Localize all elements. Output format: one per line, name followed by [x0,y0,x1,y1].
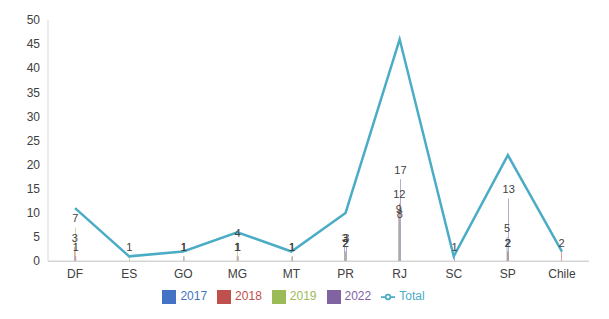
svg-text:0: 0 [33,254,40,268]
svg-text:SC: SC [445,267,462,281]
svg-text:PR: PR [337,267,354,281]
svg-text:1: 1 [126,241,132,253]
svg-text:7: 7 [72,212,78,224]
svg-text:5: 5 [33,230,40,244]
svg-text:13: 13 [503,183,515,195]
svg-text:2: 2 [505,237,511,249]
svg-text:35: 35 [27,86,41,100]
svg-text:25: 25 [27,134,41,148]
svg-text:50: 50 [27,13,41,27]
svg-text:1: 1 [451,241,457,253]
svg-text:MG: MG [228,267,247,281]
html-text:2017: 2017 [180,289,208,304]
svg-text:17: 17 [394,164,406,176]
html-text:Total: Total [399,289,425,304]
html-text:2018: 2018 [235,289,262,304]
svg-text:ES: ES [121,267,137,281]
svg-text:4: 4 [235,227,241,239]
svg-text:GO: GO [174,267,193,281]
svg-text:15: 15 [27,182,41,196]
svg-text:30: 30 [27,110,41,124]
svg-text:1: 1 [180,241,186,253]
svg-text:Chile: Chile [548,267,576,281]
svg-text:1: 1 [289,241,295,253]
svg-text:3: 3 [343,232,349,244]
svg-text:MT: MT [283,267,301,281]
svg-text:SP: SP [500,267,516,281]
svg-text:20: 20 [27,158,41,172]
svg-text:10: 10 [27,206,41,220]
svg-text:1: 1 [73,241,79,253]
svg-text:12: 12 [393,188,405,200]
svg-text:1: 1 [235,241,241,253]
svg-text:40: 40 [27,61,41,75]
svg-text:8: 8 [397,208,403,220]
html-text:2022: 2022 [344,289,372,304]
svg-text:2: 2 [559,237,565,249]
svg-text:1: 1 [289,241,295,253]
svg-text:45: 45 [27,37,41,51]
html-text:2019: 2019 [289,289,317,304]
svg-text:5: 5 [504,222,510,234]
svg-text:2: 2 [505,237,511,249]
svg-text:DF: DF [67,267,83,281]
svg-text:1: 1 [181,241,187,253]
svg-text:RJ: RJ [392,267,407,281]
svg-text:3: 3 [71,231,78,244]
